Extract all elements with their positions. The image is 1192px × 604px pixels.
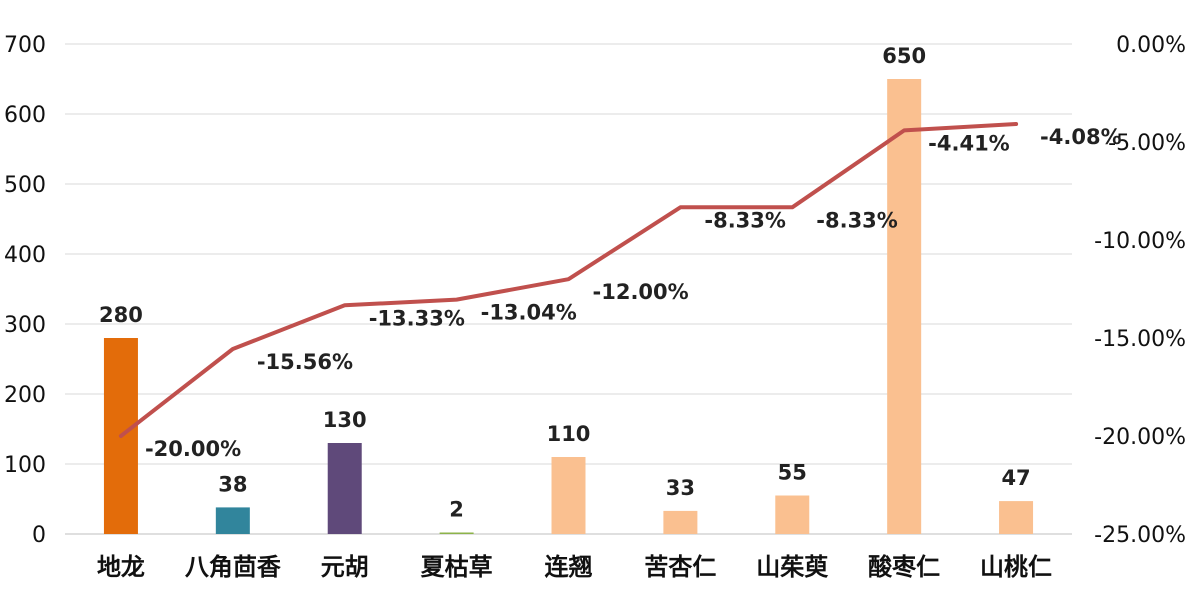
bar <box>775 495 810 534</box>
category-label: 八角茴香 <box>185 553 282 581</box>
bar <box>327 443 362 534</box>
bar-value-label: 33 <box>666 476 695 500</box>
category-labels: 地龙 八角茴香 元胡 夏枯草 连翘 苦杏仁 山茱萸 酸枣仁 山桃仁 <box>97 553 1052 581</box>
right-axis-tick-label: -25.00% <box>1094 523 1186 548</box>
category-label: 地龙 <box>97 553 145 581</box>
category-label: 连翘 <box>545 553 593 581</box>
line-series <box>118 122 1019 438</box>
category-label: 酸枣仁 <box>868 553 940 581</box>
right-axis-tick-label: -5.00% <box>1108 131 1186 156</box>
percent-change-line <box>118 122 1019 438</box>
right-axis-tick-label: -15.00% <box>1094 327 1186 352</box>
bar-value-label: 650 <box>882 44 926 68</box>
bar-value-label: 130 <box>323 408 367 432</box>
line-value-label: -4.08% <box>1040 125 1122 149</box>
category-label: 夏枯草 <box>421 553 493 581</box>
bar <box>887 79 922 534</box>
line-value-label: -8.33% <box>816 208 898 232</box>
bar <box>551 457 586 534</box>
left-axis-tick-label: 500 <box>4 173 46 198</box>
bar-value-label: 38 <box>218 472 247 496</box>
left-axis-tick-label: 300 <box>4 313 46 338</box>
gridlines <box>65 43 1072 535</box>
left-axis-ticks: 0 100 200 300 400 500 600 700 <box>4 33 46 548</box>
line-value-labels: -20.00% -15.56% -13.33% -13.04% -12.00% -8.33… <box>145 125 1122 461</box>
bar-value-label: 55 <box>778 461 807 485</box>
bar <box>439 532 474 534</box>
bar <box>999 501 1034 534</box>
bar-value-label: 2 <box>449 498 464 522</box>
bar-value-label: 47 <box>1001 466 1030 490</box>
line-value-label: -4.41% <box>928 131 1010 155</box>
bar-value-label: 110 <box>547 422 591 446</box>
line-value-label: -13.04% <box>481 301 577 325</box>
left-axis-tick-label: 700 <box>4 33 46 58</box>
category-label: 元胡 <box>321 553 369 581</box>
left-axis-tick-label: 600 <box>4 103 46 128</box>
right-axis-ticks: -25.00% -20.00% -15.00% -10.00% -5.00% 0.00% <box>1094 33 1186 548</box>
left-axis-tick-label: 0 <box>32 523 46 548</box>
right-axis-tick-label: -10.00% <box>1094 229 1186 254</box>
bar-value-label: 280 <box>99 303 143 327</box>
category-label: 山茱萸 <box>756 553 829 581</box>
bar <box>215 507 250 534</box>
bar-value-labels: 280 38 130 2 110 33 55 650 47 <box>99 44 1031 522</box>
right-axis-tick-label: -20.00% <box>1094 425 1186 450</box>
line-value-label: -12.00% <box>593 280 689 304</box>
category-label: 苦杏仁 <box>644 553 716 581</box>
left-axis-tick-label: 200 <box>4 383 46 408</box>
line-value-label: -13.33% <box>369 306 465 330</box>
category-label: 山桃仁 <box>980 553 1052 581</box>
bar <box>663 510 698 534</box>
left-axis-tick-label: 400 <box>4 243 46 268</box>
right-axis-tick-label: 0.00% <box>1116 33 1186 58</box>
line-value-label: -8.33% <box>704 208 786 232</box>
left-axis-tick-label: 100 <box>4 453 46 478</box>
line-value-label: -15.56% <box>257 350 353 374</box>
line-value-label: -20.00% <box>145 437 241 461</box>
